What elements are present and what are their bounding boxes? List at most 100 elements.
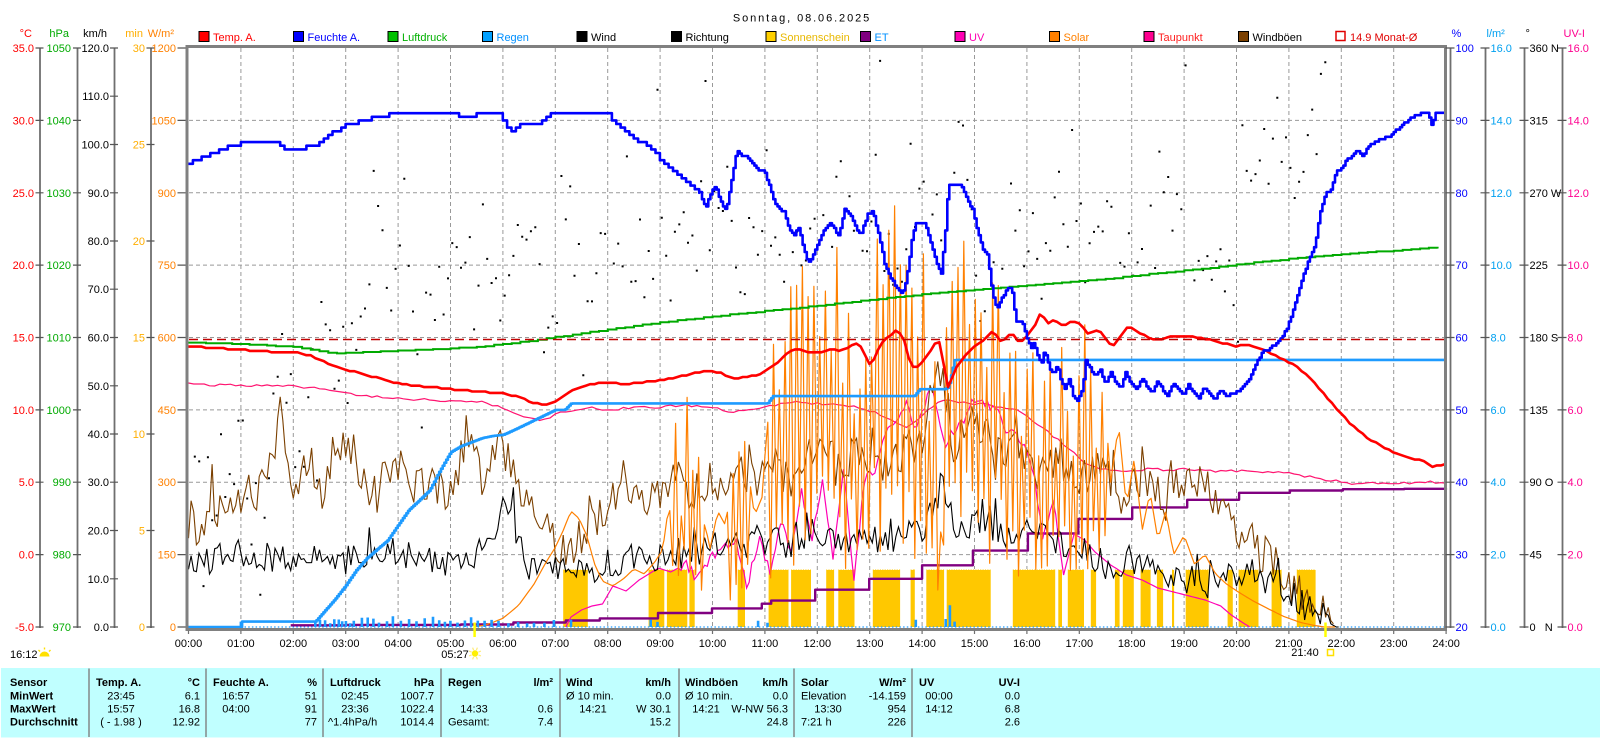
svg-text:1050: 1050: [47, 43, 71, 55]
svg-text:Windböen: Windböen: [1253, 32, 1303, 44]
svg-text:51: 51: [305, 691, 317, 703]
svg-text:Wind: Wind: [591, 32, 616, 44]
svg-text:90: 90: [1456, 115, 1468, 127]
svg-text:6.0: 6.0: [1491, 405, 1506, 417]
svg-text:^1.4hPa/h: ^1.4hPa/h: [328, 717, 377, 729]
svg-text:Richtung: Richtung: [686, 32, 729, 44]
svg-text:( - 1.98 ): ( - 1.98 ): [100, 717, 142, 729]
svg-text:14:21: 14:21: [579, 704, 607, 716]
svg-text:W 30.1: W 30.1: [636, 704, 671, 716]
svg-text:min: min: [125, 28, 143, 40]
svg-text:15: 15: [133, 333, 145, 345]
svg-text:360 N: 360 N: [1530, 43, 1559, 55]
svg-text:1014.4: 1014.4: [400, 717, 434, 729]
svg-text:Elevation: Elevation: [801, 691, 846, 703]
svg-text:10.0: 10.0: [13, 405, 34, 417]
svg-text:hPa: hPa: [49, 28, 69, 40]
svg-text:1007.7: 1007.7: [400, 691, 434, 703]
svg-text:km/h: km/h: [762, 677, 788, 689]
svg-text:16.0: 16.0: [1568, 43, 1589, 55]
svg-text:22:00: 22:00: [1328, 638, 1356, 650]
svg-text:21:40: 21:40: [1291, 647, 1319, 659]
svg-text:60: 60: [1456, 333, 1468, 345]
svg-text:ET: ET: [875, 32, 889, 44]
svg-text:14:12: 14:12: [925, 704, 953, 716]
svg-text:6.8: 6.8: [1005, 704, 1020, 716]
svg-text:954: 954: [888, 704, 906, 716]
svg-text:Regen: Regen: [448, 677, 482, 689]
svg-text:07:00: 07:00: [542, 638, 570, 650]
svg-text:%: %: [1452, 28, 1462, 40]
svg-text:0.0: 0.0: [1568, 622, 1583, 634]
svg-text:Windböen: Windböen: [685, 677, 738, 689]
svg-text:5.0: 5.0: [19, 477, 34, 489]
svg-text:45: 45: [1530, 550, 1542, 562]
svg-text:1200: 1200: [152, 43, 176, 55]
svg-text:0.0: 0.0: [19, 550, 34, 562]
svg-text:-14.159: -14.159: [869, 691, 906, 703]
svg-text:Taupunkt: Taupunkt: [1158, 32, 1203, 44]
svg-text:135: 135: [1530, 405, 1548, 417]
svg-text:l/m²: l/m²: [1487, 28, 1506, 40]
svg-text:06:00: 06:00: [489, 638, 517, 650]
svg-text:8.0: 8.0: [1568, 333, 1583, 345]
svg-text:50.0: 50.0: [88, 381, 109, 393]
svg-text:°C: °C: [188, 677, 200, 689]
svg-text:30: 30: [133, 43, 145, 55]
svg-text:270 W: 270 W: [1530, 188, 1562, 200]
svg-text:20.0: 20.0: [88, 526, 109, 538]
svg-text:10.0: 10.0: [1568, 260, 1589, 272]
svg-text:990: 990: [53, 477, 71, 489]
svg-text:°: °: [1526, 28, 1530, 40]
svg-text:1010: 1010: [47, 333, 71, 345]
svg-text:4.0: 4.0: [1491, 477, 1506, 489]
svg-text:30: 30: [1456, 550, 1468, 562]
svg-text:0 N: 0 N: [1530, 622, 1553, 634]
svg-text:Regen: Regen: [497, 32, 529, 44]
svg-text:21:00: 21:00: [1275, 638, 1303, 650]
svg-text:0: 0: [170, 622, 176, 634]
svg-text:8.0: 8.0: [1491, 333, 1506, 345]
svg-text:6.1: 6.1: [185, 691, 200, 703]
svg-text:23:45: 23:45: [107, 691, 135, 703]
svg-text:Ø 10 min.: Ø 10 min.: [566, 691, 614, 703]
svg-text:03:00: 03:00: [332, 638, 360, 650]
svg-text:25: 25: [133, 140, 145, 152]
svg-text:16.0: 16.0: [1491, 43, 1512, 55]
svg-text:1040: 1040: [47, 115, 71, 127]
svg-text:70.0: 70.0: [88, 284, 109, 296]
svg-text:Sensor: Sensor: [10, 677, 48, 689]
svg-text:08:00: 08:00: [594, 638, 622, 650]
svg-text:00:00: 00:00: [175, 638, 203, 650]
svg-text:0.0: 0.0: [94, 622, 109, 634]
svg-text:05:00: 05:00: [437, 638, 465, 650]
svg-text:12:00: 12:00: [804, 638, 832, 650]
svg-text:120.0: 120.0: [81, 43, 109, 55]
svg-text:90 O: 90 O: [1530, 477, 1554, 489]
svg-text:14:00: 14:00: [908, 638, 936, 650]
svg-text:980: 980: [53, 550, 71, 562]
svg-text:15:00: 15:00: [961, 638, 989, 650]
svg-text:300: 300: [158, 477, 176, 489]
svg-text:13:00: 13:00: [856, 638, 884, 650]
svg-text:12.0: 12.0: [1491, 188, 1512, 200]
svg-text:0.0: 0.0: [773, 691, 788, 703]
svg-text:UV-I: UV-I: [1564, 28, 1585, 40]
svg-text:-5.0: -5.0: [15, 622, 34, 634]
svg-text:Feuchte A.: Feuchte A.: [213, 677, 269, 689]
svg-text:1020: 1020: [47, 260, 71, 272]
svg-text:0.6: 0.6: [538, 704, 553, 716]
svg-text:80: 80: [1456, 188, 1468, 200]
svg-text:02:00: 02:00: [280, 638, 308, 650]
svg-text:2.6: 2.6: [1005, 717, 1020, 729]
svg-text:13:30: 13:30: [814, 704, 842, 716]
svg-text:4.0: 4.0: [1568, 477, 1583, 489]
svg-text:970: 970: [53, 622, 71, 634]
svg-text:12.92: 12.92: [172, 717, 200, 729]
svg-text:Durchschnitt: Durchschnitt: [10, 717, 78, 729]
svg-text:km/h: km/h: [83, 28, 107, 40]
svg-text:20.0: 20.0: [13, 260, 34, 272]
svg-text:18:00: 18:00: [1118, 638, 1146, 650]
svg-text:km/h: km/h: [645, 677, 671, 689]
svg-text:80.0: 80.0: [88, 236, 109, 248]
